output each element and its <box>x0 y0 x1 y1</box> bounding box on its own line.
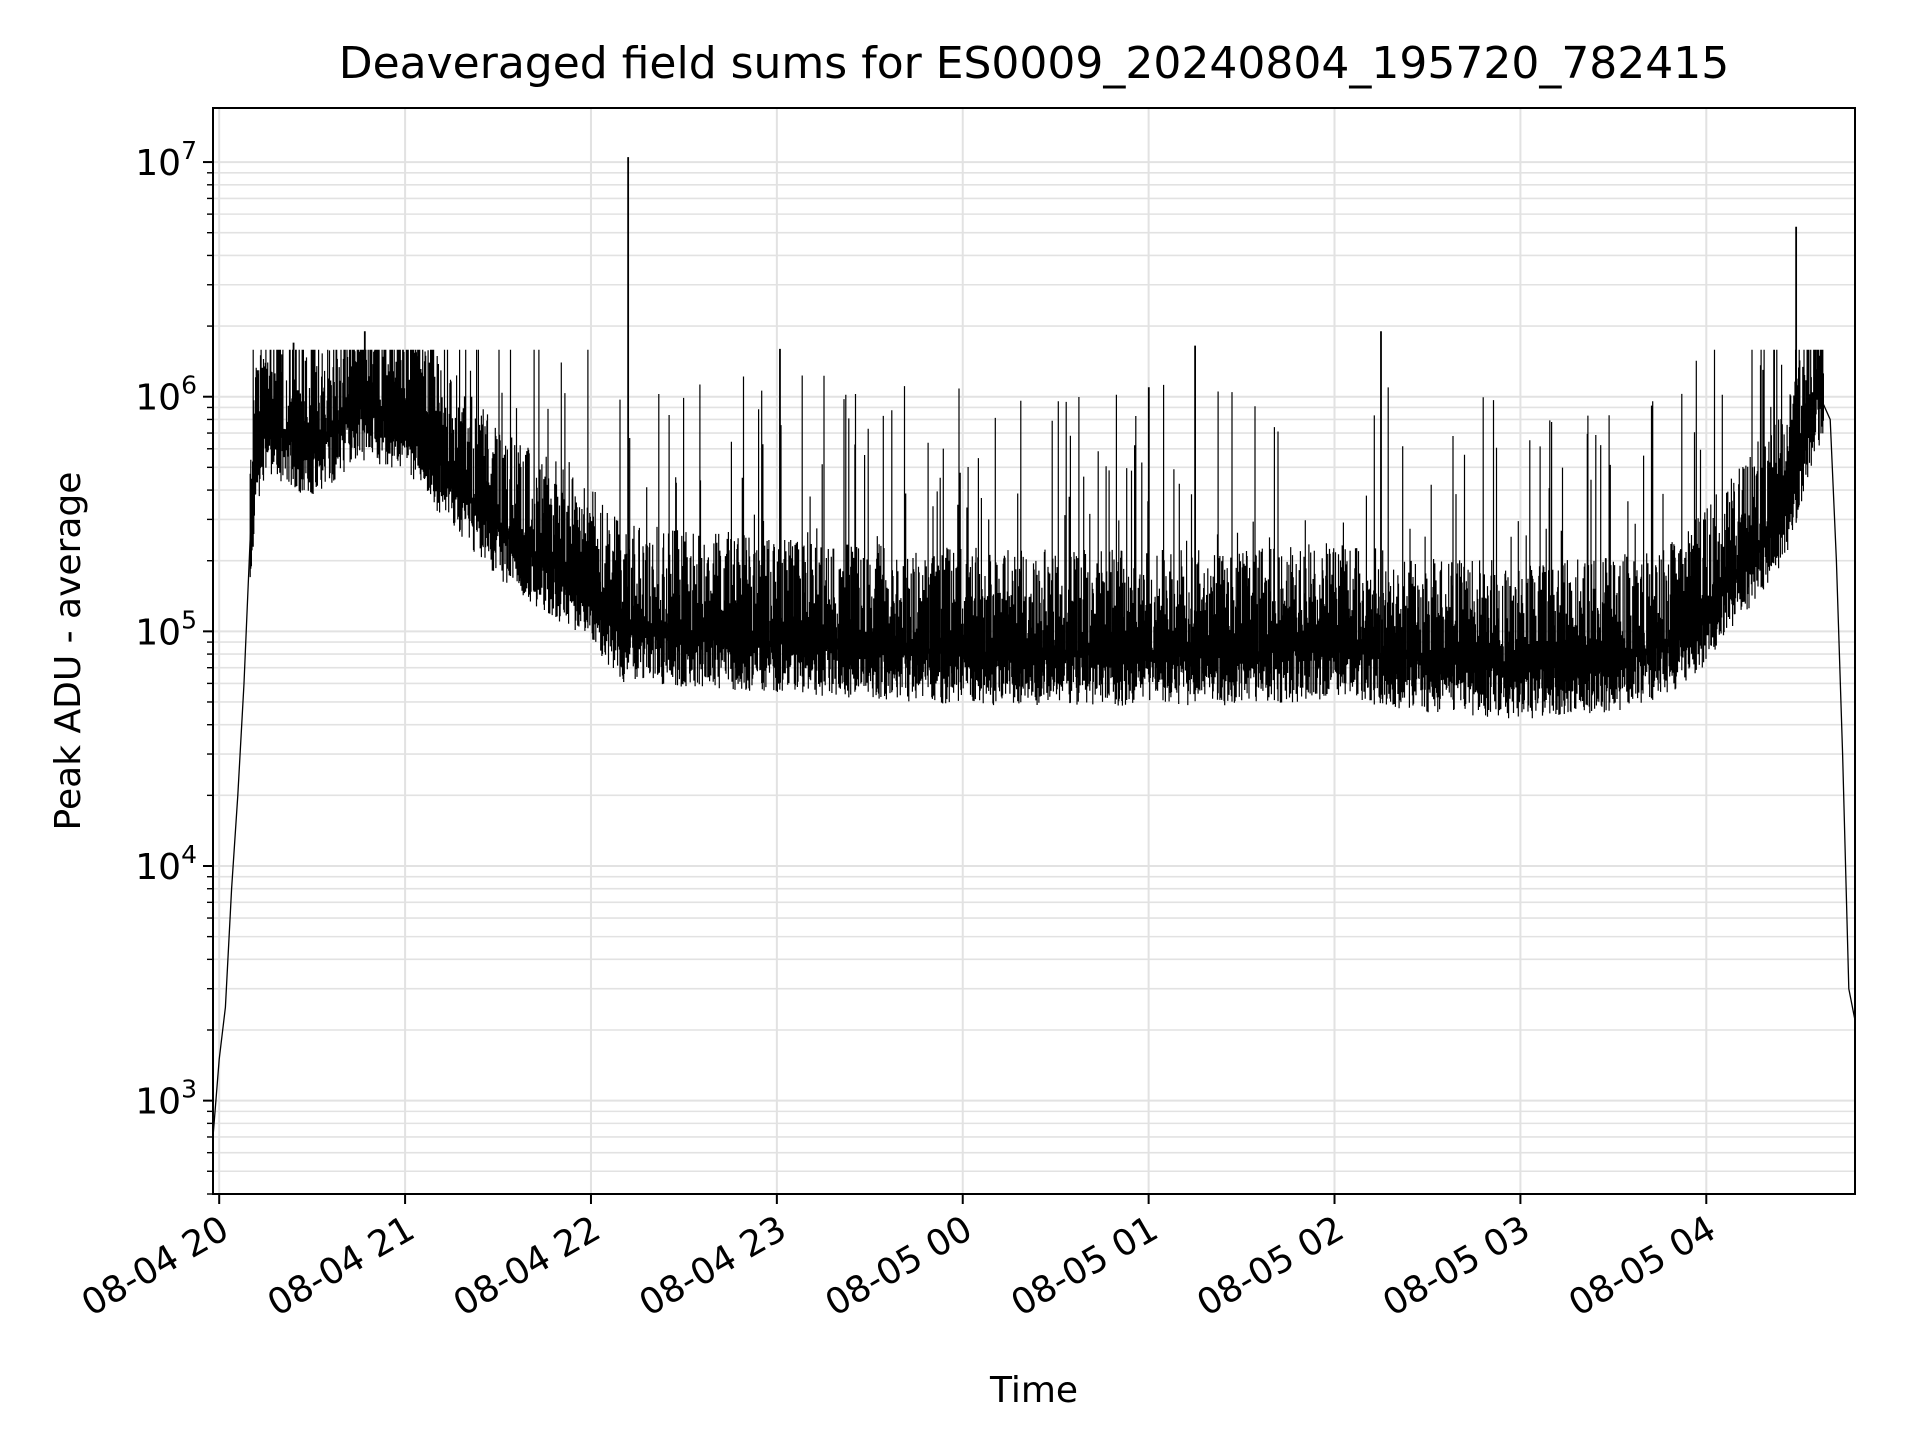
y-tick-label: 103 <box>135 1075 197 1123</box>
y-tick-label: 106 <box>135 371 197 419</box>
spikes <box>292 157 1798 655</box>
grid <box>213 108 1855 1195</box>
x-axis-label: Time <box>989 1370 1078 1411</box>
plot-frame <box>212 107 1856 1195</box>
y-axis: 103 104 105 106 107 <box>135 136 213 1195</box>
y-tick-label: 104 <box>135 840 197 888</box>
chart-title: Deaveraged field sums for ES0009_2024080… <box>339 38 1730 89</box>
series-line <box>212 391 1856 1138</box>
y-axis-label: Peak ADU - average <box>48 472 89 831</box>
y-tick-label: 105 <box>135 605 197 653</box>
y-tick-label: 107 <box>135 136 197 184</box>
